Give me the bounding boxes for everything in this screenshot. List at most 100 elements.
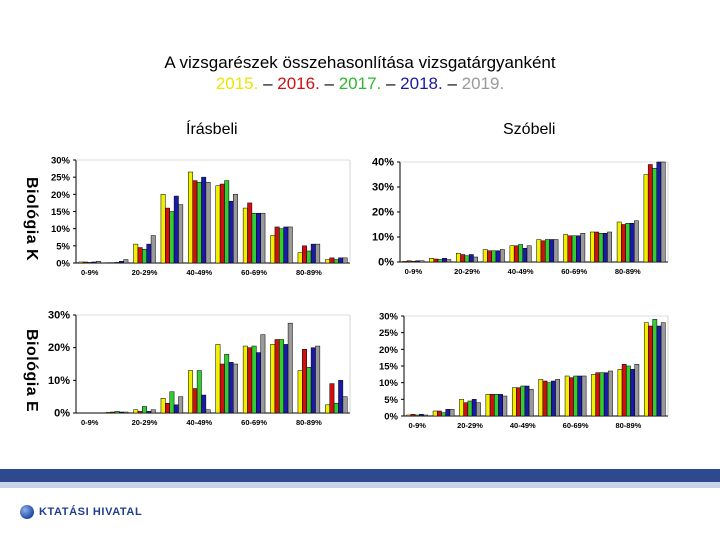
bar bbox=[553, 239, 559, 263]
title-year-segment: 2015. bbox=[215, 74, 259, 93]
bar bbox=[464, 255, 470, 263]
x-tick-label: 60-69% bbox=[561, 267, 587, 276]
y-tick-label: 15% bbox=[51, 207, 71, 218]
bar bbox=[205, 409, 211, 414]
x-tick-label: 0-9% bbox=[81, 268, 99, 277]
bar bbox=[233, 363, 238, 414]
y-tick-label: 10% bbox=[372, 232, 394, 244]
bar bbox=[219, 183, 225, 264]
bar bbox=[633, 220, 639, 263]
bar bbox=[608, 370, 613, 417]
bar bbox=[160, 194, 166, 264]
bar bbox=[591, 374, 596, 417]
bar bbox=[502, 395, 508, 417]
bar bbox=[429, 258, 435, 263]
bar bbox=[647, 164, 653, 263]
bar bbox=[178, 396, 184, 414]
bar bbox=[538, 379, 544, 417]
bar bbox=[283, 344, 289, 414]
title-year-segment: 2016. bbox=[277, 74, 320, 93]
bar bbox=[338, 380, 344, 414]
bar bbox=[540, 240, 546, 263]
bar bbox=[196, 182, 202, 264]
y-tick-label: 0% bbox=[56, 259, 70, 270]
bar bbox=[456, 253, 461, 263]
bar bbox=[599, 372, 605, 417]
x-tick-label: 0-9% bbox=[408, 421, 426, 430]
bar bbox=[433, 258, 439, 263]
bar bbox=[150, 235, 156, 264]
bar bbox=[342, 396, 348, 414]
y-tick-label: 25% bbox=[379, 328, 399, 339]
bar bbox=[491, 250, 497, 263]
x-tick-label: 20-29% bbox=[457, 421, 483, 430]
x-tick-label: 80-89% bbox=[296, 418, 322, 427]
bar bbox=[256, 352, 261, 414]
title-year-segment: – bbox=[442, 74, 462, 93]
bar bbox=[96, 261, 101, 264]
bar bbox=[297, 252, 303, 264]
bar bbox=[274, 339, 280, 414]
footer-band-dark bbox=[0, 469, 720, 482]
bar bbox=[629, 223, 635, 263]
y-tick-label: 0% bbox=[378, 257, 394, 269]
bar bbox=[656, 325, 662, 417]
bar bbox=[571, 235, 577, 263]
bar bbox=[573, 375, 578, 417]
bar bbox=[441, 412, 446, 417]
bar bbox=[555, 379, 561, 417]
bar bbox=[287, 322, 293, 414]
bar bbox=[302, 349, 307, 414]
bar bbox=[467, 400, 473, 417]
bar bbox=[410, 414, 416, 417]
y-tick-label: 5% bbox=[384, 395, 398, 406]
logo-text: KTATÁSI HIVATAL bbox=[39, 506, 143, 518]
bar bbox=[228, 200, 234, 264]
bar bbox=[333, 402, 339, 414]
bar bbox=[142, 406, 147, 414]
bar bbox=[87, 262, 93, 264]
bar bbox=[485, 394, 491, 417]
bar bbox=[169, 391, 175, 414]
bar bbox=[445, 409, 451, 417]
bar bbox=[105, 412, 111, 414]
bar bbox=[522, 248, 528, 263]
x-tick-label: 40-49% bbox=[510, 421, 536, 430]
bar bbox=[652, 168, 657, 263]
bar bbox=[91, 261, 97, 264]
column-heading-written: Írásbeli bbox=[186, 121, 238, 138]
bar bbox=[251, 212, 257, 264]
bar bbox=[581, 375, 587, 417]
bar bbox=[518, 244, 523, 263]
slide-title: A vizsgarészek összehasonlítása vizsgatá… bbox=[0, 52, 720, 94]
bar bbox=[660, 322, 666, 417]
bar bbox=[233, 194, 238, 264]
bar bbox=[621, 224, 626, 263]
bar bbox=[546, 382, 552, 417]
bar bbox=[165, 207, 170, 264]
y-tick-label: 20% bbox=[51, 190, 71, 201]
bar bbox=[279, 339, 284, 414]
bar bbox=[302, 245, 307, 264]
bar bbox=[133, 409, 139, 414]
bar bbox=[607, 231, 612, 263]
bar bbox=[487, 250, 492, 263]
bar bbox=[468, 254, 474, 263]
bar bbox=[536, 239, 542, 263]
footer-band-light bbox=[0, 482, 720, 488]
bar bbox=[338, 257, 344, 264]
bar bbox=[260, 334, 266, 414]
bar bbox=[287, 226, 293, 264]
bar bbox=[270, 344, 276, 414]
x-tick-label: 20-29% bbox=[132, 268, 158, 277]
bar bbox=[569, 377, 574, 417]
bar bbox=[333, 259, 339, 264]
bar bbox=[142, 249, 147, 264]
bar bbox=[576, 235, 581, 263]
bar bbox=[315, 345, 321, 414]
bar bbox=[482, 249, 488, 263]
x-tick-label: 60-69% bbox=[563, 421, 589, 430]
bar bbox=[192, 180, 198, 264]
y-tick-label: 20% bbox=[48, 342, 70, 354]
bar bbox=[652, 319, 658, 417]
